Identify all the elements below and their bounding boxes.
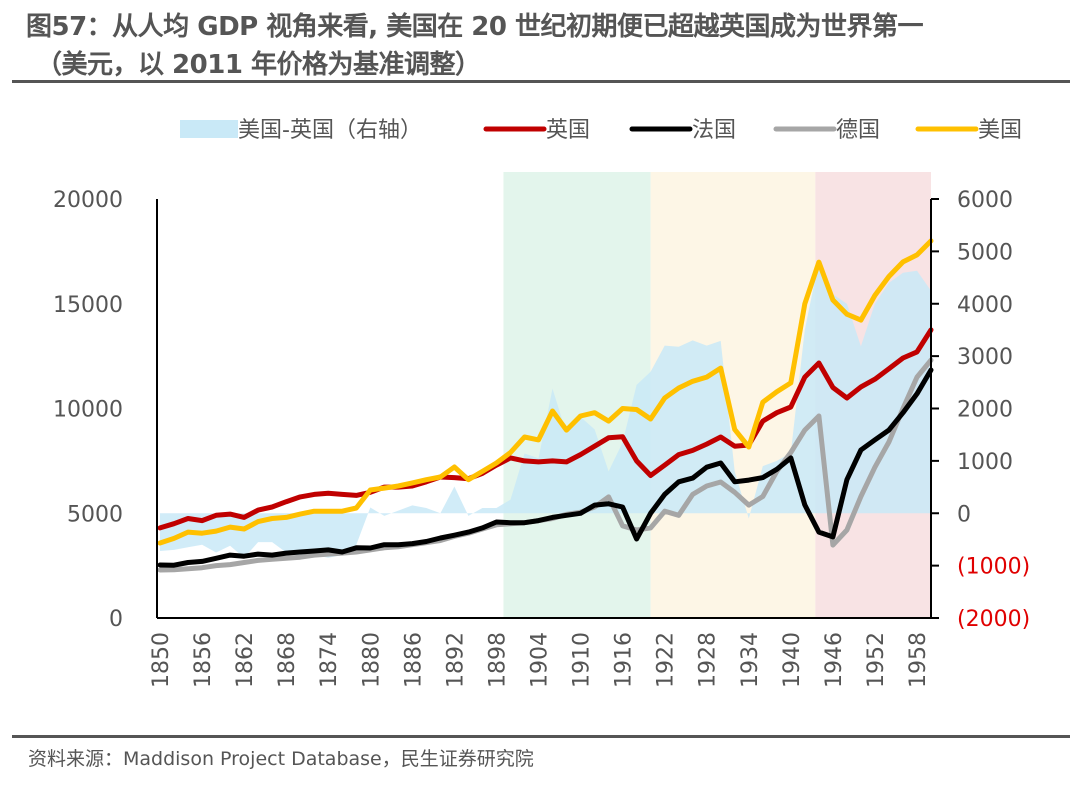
line-uk: [157, 327, 934, 531]
title-line-2: （美元，以 2011 年价格为基准调整）: [36, 50, 481, 80]
legend-label: 美国: [978, 118, 1022, 143]
y2-tick-label: (2000): [957, 607, 1030, 632]
x-tick-label: 1898: [485, 632, 510, 688]
y-tick-label: 0: [109, 607, 123, 632]
x-tick-label: 1892: [443, 632, 468, 688]
legend-label: 法国: [692, 118, 736, 143]
y2-tick-label: 2000: [957, 398, 1013, 423]
x-tick-label: 1928: [696, 632, 721, 688]
line-series: [157, 238, 934, 573]
legend-swatch-area: [180, 120, 238, 138]
x-tick-label: 1886: [401, 632, 426, 688]
x-tick-label: 1940: [780, 632, 805, 688]
title-line-1: 图57：从人均 GDP 视角来看, 美国在 20 世纪初期便已超越英国成为世界第…: [26, 12, 923, 42]
x-tick-label: 1922: [654, 632, 679, 688]
x-tick-label: 1880: [359, 632, 384, 688]
y-tick-label: 5000: [67, 502, 123, 527]
y-tick-label: 15000: [53, 293, 123, 318]
x-tick-label: 1916: [612, 632, 637, 688]
legend: 美国-英国（右轴） 英国 法国 德国 美国: [180, 118, 1022, 143]
x-tick-label: 1862: [233, 632, 258, 688]
y-tick-label: 10000: [53, 398, 123, 423]
chart-title: 图57：从人均 GDP 视角来看, 美国在 20 世纪初期便已超越英国成为世界第…: [26, 8, 1066, 84]
legend-item-1: 英国: [483, 118, 590, 143]
title-divider: [12, 80, 1070, 83]
y2-tick-label: 5000: [957, 240, 1013, 265]
legend-label: 德国: [836, 118, 880, 143]
x-tick-label: 1952: [864, 632, 889, 688]
y2-tick-label: (1000): [957, 555, 1030, 580]
legend-label: 英国: [546, 118, 590, 143]
legend-label: 美国-英国（右轴）: [238, 118, 422, 143]
line-france: [157, 367, 934, 568]
legend-item-3: 德国: [773, 118, 880, 143]
footer-divider: [12, 735, 1070, 738]
line-us: [157, 238, 934, 546]
source-note: 资料来源：Maddison Project Database，民生证券研究院: [28, 748, 534, 770]
y2-tick-label: 1000: [957, 450, 1013, 475]
y2-tick-label: 6000: [957, 188, 1013, 213]
x-tick-label: 1946: [822, 632, 847, 688]
y2-tick-label: 3000: [957, 345, 1013, 370]
shaded-period-0: [503, 172, 651, 618]
axes: 0 5000 10000 15000 20000 (2000) (1000) 0 1000 200…: [53, 188, 1030, 688]
x-tick-label: 1856: [191, 632, 216, 688]
y-tick-label: 20000: [53, 188, 123, 213]
legend-item-4: 美国: [915, 118, 1022, 143]
x-tick-label: 1850: [149, 632, 174, 688]
legend-item-0: 美国-英国（右轴）: [180, 118, 422, 143]
x-tick-label: 1904: [527, 632, 552, 688]
x-tick-label: 1868: [275, 632, 300, 688]
x-tick-label: 1910: [570, 632, 595, 688]
x-tick-label: 1958: [906, 632, 931, 688]
y2-tick-label: 4000: [957, 293, 1013, 318]
y2-tick-label: 0: [957, 502, 971, 527]
x-tick-label: 1934: [738, 632, 763, 688]
x-tick-label: 1874: [317, 632, 342, 688]
legend-item-2: 法国: [629, 118, 736, 143]
